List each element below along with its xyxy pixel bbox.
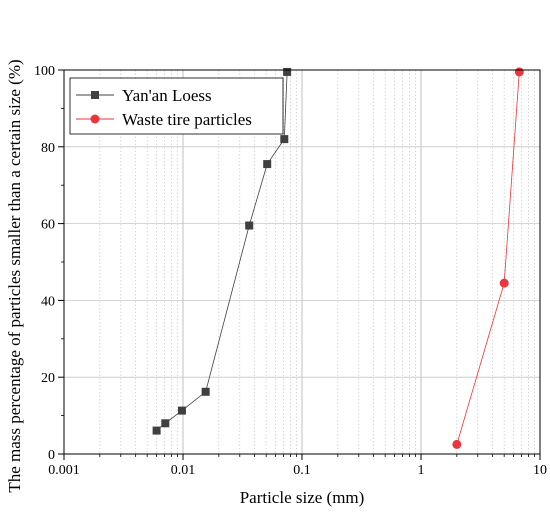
y-axis-title: The mass percentage of particles smaller… (5, 59, 24, 492)
y-tick-label: 20 (41, 371, 55, 386)
data-point-square (152, 426, 161, 435)
data-point-square (201, 387, 210, 396)
y-tick-label: 40 (41, 294, 55, 309)
x-tick-label: 10 (533, 463, 547, 478)
legend-marker-square (91, 91, 99, 99)
data-point-square (245, 221, 254, 230)
legend: Yan'an Loess Waste tire particles (69, 77, 284, 135)
x-tick-label: 0.001 (48, 463, 80, 478)
y-tick-label: 60 (41, 218, 55, 233)
x-axis-title: Particle size (mm) (240, 488, 365, 507)
legend-marker-circle (90, 114, 100, 124)
legend-label: Waste tire particles (122, 110, 252, 129)
x-tick-label: 0.01 (171, 463, 196, 478)
series-line-1 (456, 71, 520, 445)
y-tick-labels: 0 20 40 60 80 100 (34, 64, 55, 463)
y-tick-label: 0 (48, 448, 55, 463)
legend-box (69, 77, 284, 135)
x-tick-labels: 0.001 0.01 0.1 1 10 (48, 463, 547, 478)
x-tick-label: 0.1 (293, 463, 311, 478)
data-point-square (280, 135, 289, 144)
data-point-circle (514, 67, 524, 77)
x-tick-label: 1 (418, 463, 425, 478)
y-tick-label: 80 (41, 141, 55, 156)
data-point-square (177, 406, 186, 415)
data-point-square (263, 160, 272, 169)
data-point-square (283, 67, 292, 76)
axis-ticks (58, 69, 541, 460)
series-markers (152, 67, 524, 449)
data-point-square (161, 419, 170, 428)
data-point-circle (452, 439, 462, 449)
data-point-circle (499, 278, 509, 288)
grid (64, 70, 540, 454)
legend-label: Yan'an Loess (122, 86, 212, 105)
y-tick-label: 100 (34, 64, 55, 79)
